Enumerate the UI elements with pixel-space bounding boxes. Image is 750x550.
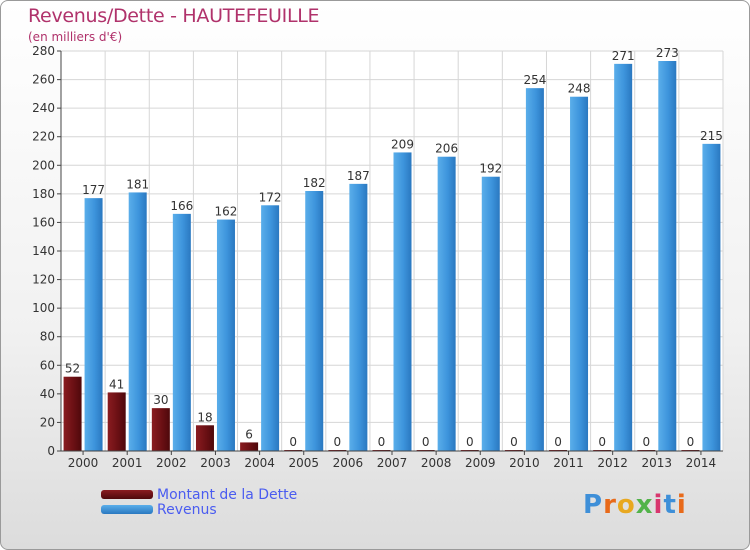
y-tick-label: 260 <box>32 73 55 87</box>
logo-letter: i <box>653 490 664 520</box>
y-tick-label: 100 <box>32 301 55 315</box>
y-tick-label: 80 <box>40 330 55 344</box>
data-label-dette: 0 <box>378 435 386 449</box>
bar-revenus <box>84 198 103 451</box>
x-tick-label: 2002 <box>156 456 187 470</box>
bar-revenus <box>172 213 191 451</box>
y-tick-label: 200 <box>32 158 55 172</box>
data-label-dette: 0 <box>642 435 650 449</box>
data-label-dette: 6 <box>245 427 253 441</box>
bar-revenus <box>658 61 677 451</box>
bar-revenus <box>261 205 280 451</box>
x-tick-label: 2013 <box>642 456 673 470</box>
data-label-revenus: 254 <box>523 73 546 87</box>
x-tick-label: 2000 <box>68 456 99 470</box>
y-tick-label: 60 <box>40 358 55 372</box>
x-tick-label: 2001 <box>112 456 143 470</box>
logo-letter: r <box>603 490 617 520</box>
logo-letter: x <box>635 490 654 520</box>
legend-swatch-dette <box>101 490 153 499</box>
x-tick-label: 2007 <box>377 456 408 470</box>
data-label-dette: 41 <box>109 377 124 391</box>
data-label-revenus: 248 <box>568 82 591 96</box>
bar-dette <box>63 376 82 451</box>
x-tick-label: 2009 <box>465 456 496 470</box>
data-label-revenus: 177 <box>82 183 105 197</box>
data-label-revenus: 206 <box>435 142 458 156</box>
y-tick-label: 120 <box>32 273 55 287</box>
data-label-dette: 0 <box>422 435 430 449</box>
bar-revenus <box>570 96 589 451</box>
bar-dette <box>151 408 170 451</box>
bar-revenus <box>349 183 368 451</box>
legend-swatch-revenus <box>101 505 153 514</box>
data-label-revenus: 273 <box>656 46 679 60</box>
legend: Montant de la Dette Revenus <box>101 486 298 518</box>
data-label-revenus: 162 <box>215 205 238 219</box>
bar-dette <box>240 442 259 451</box>
data-label-dette: 0 <box>687 435 695 449</box>
data-label-revenus: 181 <box>126 177 149 191</box>
x-tick-label: 2010 <box>509 456 540 470</box>
data-label-revenus: 271 <box>612 49 635 63</box>
data-label-dette: 52 <box>65 362 80 376</box>
bar-revenus <box>437 156 456 451</box>
data-label-revenus: 187 <box>347 169 370 183</box>
data-label-revenus: 166 <box>170 199 193 213</box>
bar-revenus <box>216 219 235 451</box>
y-tick-label: 280 <box>32 44 55 58</box>
y-tick-label: 0 <box>47 444 55 458</box>
x-tick-label: 2006 <box>333 456 364 470</box>
bar-revenus <box>305 191 324 451</box>
y-tick-label: 220 <box>32 130 55 144</box>
x-tick-label: 2012 <box>597 456 628 470</box>
legend-item-dette: Montant de la Dette <box>101 486 298 503</box>
data-label-dette: 0 <box>598 435 606 449</box>
logo-letter: t <box>663 490 677 520</box>
bar-revenus <box>702 143 721 451</box>
bar-revenus <box>525 88 544 452</box>
logo-letter: i <box>676 490 687 520</box>
bar-revenus <box>128 192 147 451</box>
x-tick-label: 2014 <box>686 456 717 470</box>
data-label-revenus: 209 <box>391 137 414 151</box>
bar-revenus <box>481 176 500 451</box>
x-tick-label: 2008 <box>421 456 452 470</box>
data-label-dette: 0 <box>334 435 342 449</box>
y-tick-label: 240 <box>32 101 55 115</box>
x-tick-label: 2004 <box>244 456 275 470</box>
x-tick-label: 2011 <box>553 456 584 470</box>
proxiti-logo: Proxiti <box>583 490 687 520</box>
bar-revenus <box>614 63 633 451</box>
data-label-revenus: 172 <box>259 190 282 204</box>
logo-letter: o <box>616 490 636 520</box>
logo-letter: P <box>583 490 604 520</box>
legend-label-revenus: Revenus <box>157 501 217 518</box>
legend-label-dette: Montant de la Dette <box>157 486 298 503</box>
data-label-revenus: 192 <box>479 162 502 176</box>
data-label-dette: 0 <box>466 435 474 449</box>
y-tick-label: 180 <box>32 187 55 201</box>
data-label-dette: 0 <box>289 435 297 449</box>
bar-dette <box>195 425 214 451</box>
data-label-dette: 0 <box>554 435 562 449</box>
data-label-dette: 30 <box>153 393 168 407</box>
legend-item-revenus: Revenus <box>101 501 297 518</box>
chart-subtitle: (en milliers d'€) <box>28 30 123 44</box>
y-tick-label: 140 <box>32 244 55 258</box>
bar-revenus <box>393 152 412 451</box>
data-label-dette: 18 <box>197 410 212 424</box>
data-label-revenus: 182 <box>303 176 326 190</box>
bar-dette <box>107 392 126 451</box>
data-label-dette: 0 <box>510 435 518 449</box>
y-tick-label: 160 <box>32 215 55 229</box>
y-tick-label: 20 <box>40 415 55 429</box>
x-tick-label: 2005 <box>288 456 319 470</box>
x-tick-label: 2003 <box>200 456 231 470</box>
y-tick-label: 40 <box>40 387 55 401</box>
chart-title: Revenus/Dette - HAUTEFEUILLE <box>28 5 320 27</box>
data-label-revenus: 215 <box>700 129 723 143</box>
